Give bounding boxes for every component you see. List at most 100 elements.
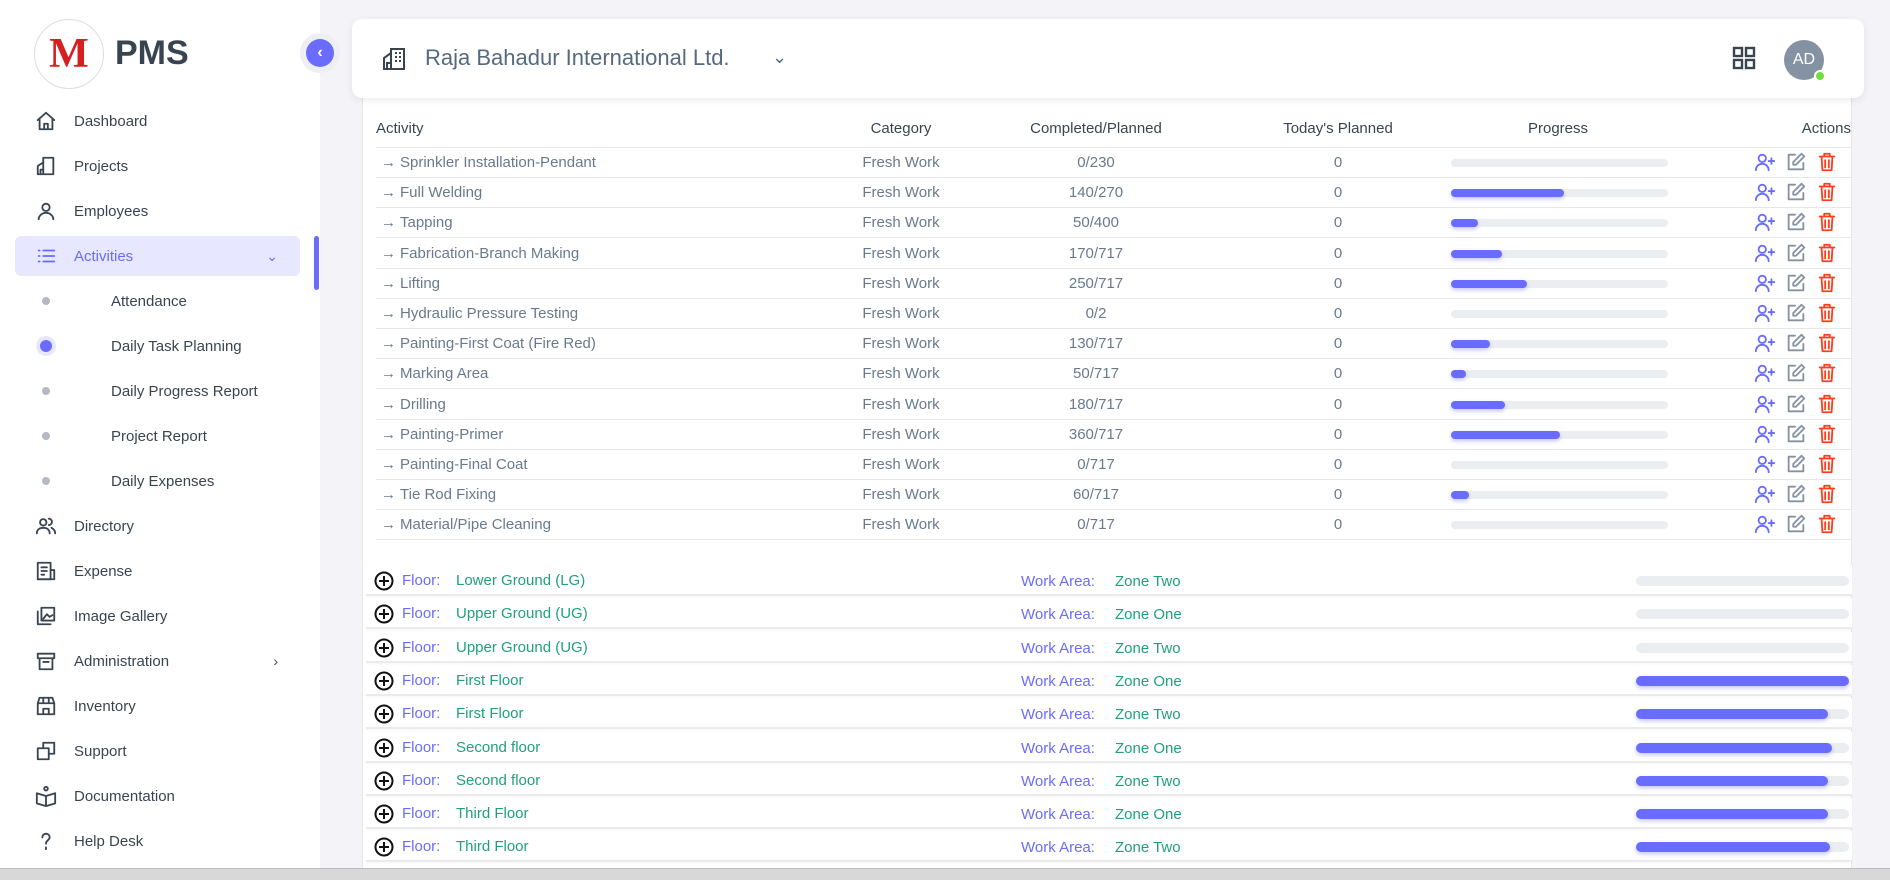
sidebar-item-directory[interactable]: Directory (15, 506, 300, 546)
floor-row[interactable]: Floor: Third Floor Work Area: Zone Two (366, 831, 1852, 863)
table-row: → Painting-Final Coat Fresh Work 0/717 0 (376, 450, 1851, 480)
receipt-icon (35, 560, 57, 582)
sidebar-item-expense[interactable]: Expense (15, 551, 300, 591)
edit-icon[interactable] (1785, 483, 1807, 505)
user-avatar[interactable]: AD (1784, 40, 1826, 82)
expand-plus-icon[interactable] (374, 704, 394, 728)
expand-plus-icon[interactable] (374, 738, 394, 762)
expand-plus-icon[interactable] (374, 604, 394, 628)
floor-row[interactable]: Floor: First Floor Work Area: Zone One (366, 664, 1852, 696)
edit-icon[interactable] (1785, 513, 1807, 535)
project-selector[interactable]: Raja Bahadur International Ltd. (425, 45, 730, 70)
assign-user-icon[interactable] (1754, 272, 1776, 294)
assign-user-icon[interactable] (1754, 513, 1776, 535)
sidebar-item-label: Directory (74, 517, 135, 535)
sidebar-item-image-gallery[interactable]: Image Gallery (15, 596, 300, 636)
category-cell: Fresh Work (862, 335, 940, 353)
assign-user-icon[interactable] (1754, 211, 1776, 233)
category-cell: Fresh Work (862, 395, 940, 413)
assign-user-icon[interactable] (1754, 393, 1776, 415)
sidebar-subitem-attendance[interactable]: Attendance (15, 281, 300, 321)
delete-icon[interactable] (1816, 151, 1838, 173)
assign-user-icon[interactable] (1754, 302, 1776, 324)
assign-user-icon[interactable] (1754, 453, 1776, 475)
progress-bar (1451, 461, 1668, 469)
floor-row[interactable]: Floor: Second floor Work Area: Zone One (366, 731, 1852, 763)
edit-icon[interactable] (1785, 302, 1807, 324)
delete-icon[interactable] (1816, 513, 1838, 535)
floor-row[interactable]: Floor: Upper Ground (UG) Work Area: Zone… (366, 631, 1852, 663)
todays-planned-cell: 0 (1333, 244, 1343, 262)
edit-icon[interactable] (1785, 393, 1807, 415)
sidebar-item-activities[interactable]: Activities ⌄ (15, 236, 300, 276)
progress-bar (1451, 400, 1668, 409)
edit-icon[interactable] (1785, 151, 1807, 173)
sidebar-subitem-daily-expenses[interactable]: Daily Expenses (15, 461, 300, 501)
delete-icon[interactable] (1816, 362, 1838, 384)
delete-icon[interactable] (1816, 332, 1838, 354)
delete-icon[interactable] (1816, 211, 1838, 233)
activity-name: Painting-First Coat (Fire Red) (400, 335, 596, 353)
delete-icon[interactable] (1816, 272, 1838, 294)
sidebar-item-documentation[interactable]: Documentation (15, 776, 300, 816)
assign-user-icon[interactable] (1754, 181, 1776, 203)
collapse-sidebar-button[interactable]: ‹ (300, 33, 340, 73)
chevron-down-icon[interactable]: ⌄ (772, 47, 788, 67)
floor-row[interactable]: Floor: Third Floor Work Area: Zone One (366, 798, 1852, 830)
expand-plus-icon[interactable] (374, 804, 394, 828)
floor-label: Floor: (402, 705, 441, 723)
sidebar-item-inventory[interactable]: Inventory (15, 686, 300, 726)
delete-icon[interactable] (1816, 242, 1838, 264)
sidebar-subitem-daily-progress-report[interactable]: Daily Progress Report (15, 371, 300, 411)
edit-icon[interactable] (1785, 362, 1807, 384)
edit-icon[interactable] (1785, 332, 1807, 354)
floor-row[interactable]: Floor: First Floor Work Area: Zone Two (366, 698, 1852, 730)
edit-icon[interactable] (1785, 453, 1807, 475)
expand-plus-icon[interactable] (374, 771, 394, 795)
row-actions (1754, 302, 1838, 324)
sidebar-item-administration[interactable]: Administration › (15, 641, 300, 681)
sidebar-item-help-desk[interactable]: Help Desk (15, 821, 300, 861)
apps-grid-icon[interactable] (1732, 46, 1756, 75)
assign-user-icon[interactable] (1754, 362, 1776, 384)
edit-icon[interactable] (1785, 423, 1807, 445)
expand-plus-icon[interactable] (374, 671, 394, 695)
delete-icon[interactable] (1816, 423, 1838, 445)
assign-user-icon[interactable] (1754, 483, 1776, 505)
sidebar-subitem-project-report[interactable]: Project Report (15, 416, 300, 456)
edit-icon[interactable] (1785, 272, 1807, 294)
arrow-right-icon: → (381, 395, 396, 413)
edit-icon[interactable] (1785, 211, 1807, 233)
delete-icon[interactable] (1816, 453, 1838, 475)
assign-user-icon[interactable] (1754, 423, 1776, 445)
sidebar-item-employees[interactable]: Employees (15, 191, 300, 231)
delete-icon[interactable] (1816, 393, 1838, 415)
expand-plus-icon[interactable] (374, 571, 394, 595)
assign-user-icon[interactable] (1754, 151, 1776, 173)
floor-row[interactable]: Floor: Second floor Work Area: Zone Two (366, 764, 1852, 796)
chevron-right-icon: › (273, 653, 278, 669)
store-icon (35, 695, 57, 717)
sidebar-item-support[interactable]: Support (15, 731, 300, 771)
delete-icon[interactable] (1816, 483, 1838, 505)
floor-label: Floor: (402, 771, 441, 789)
sidebar-item-projects[interactable]: Projects (15, 146, 300, 186)
expand-plus-icon[interactable] (374, 638, 394, 662)
delete-icon[interactable] (1816, 181, 1838, 203)
active-indicator (314, 236, 319, 290)
logo[interactable]: M (34, 19, 104, 89)
table-row: → Tie Rod Fixing Fresh Work 60/717 0 (376, 480, 1851, 511)
todays-planned-cell: 0 (1333, 425, 1343, 443)
online-status-dot (1814, 70, 1826, 82)
floor-label: Floor: (402, 605, 441, 623)
expand-plus-icon[interactable] (374, 837, 394, 861)
floor-row[interactable]: Floor: Upper Ground (UG) Work Area: Zone… (366, 598, 1852, 630)
sidebar-item-dashboard[interactable]: Dashboard (15, 101, 300, 141)
floor-row[interactable]: Floor: Lower Ground (LG) Work Area: Zone… (366, 565, 1852, 596)
assign-user-icon[interactable] (1754, 242, 1776, 264)
edit-icon[interactable] (1785, 242, 1807, 264)
sidebar-subitem-daily-task-planning[interactable]: Daily Task Planning (15, 326, 300, 366)
assign-user-icon[interactable] (1754, 332, 1776, 354)
delete-icon[interactable] (1816, 302, 1838, 324)
edit-icon[interactable] (1785, 181, 1807, 203)
